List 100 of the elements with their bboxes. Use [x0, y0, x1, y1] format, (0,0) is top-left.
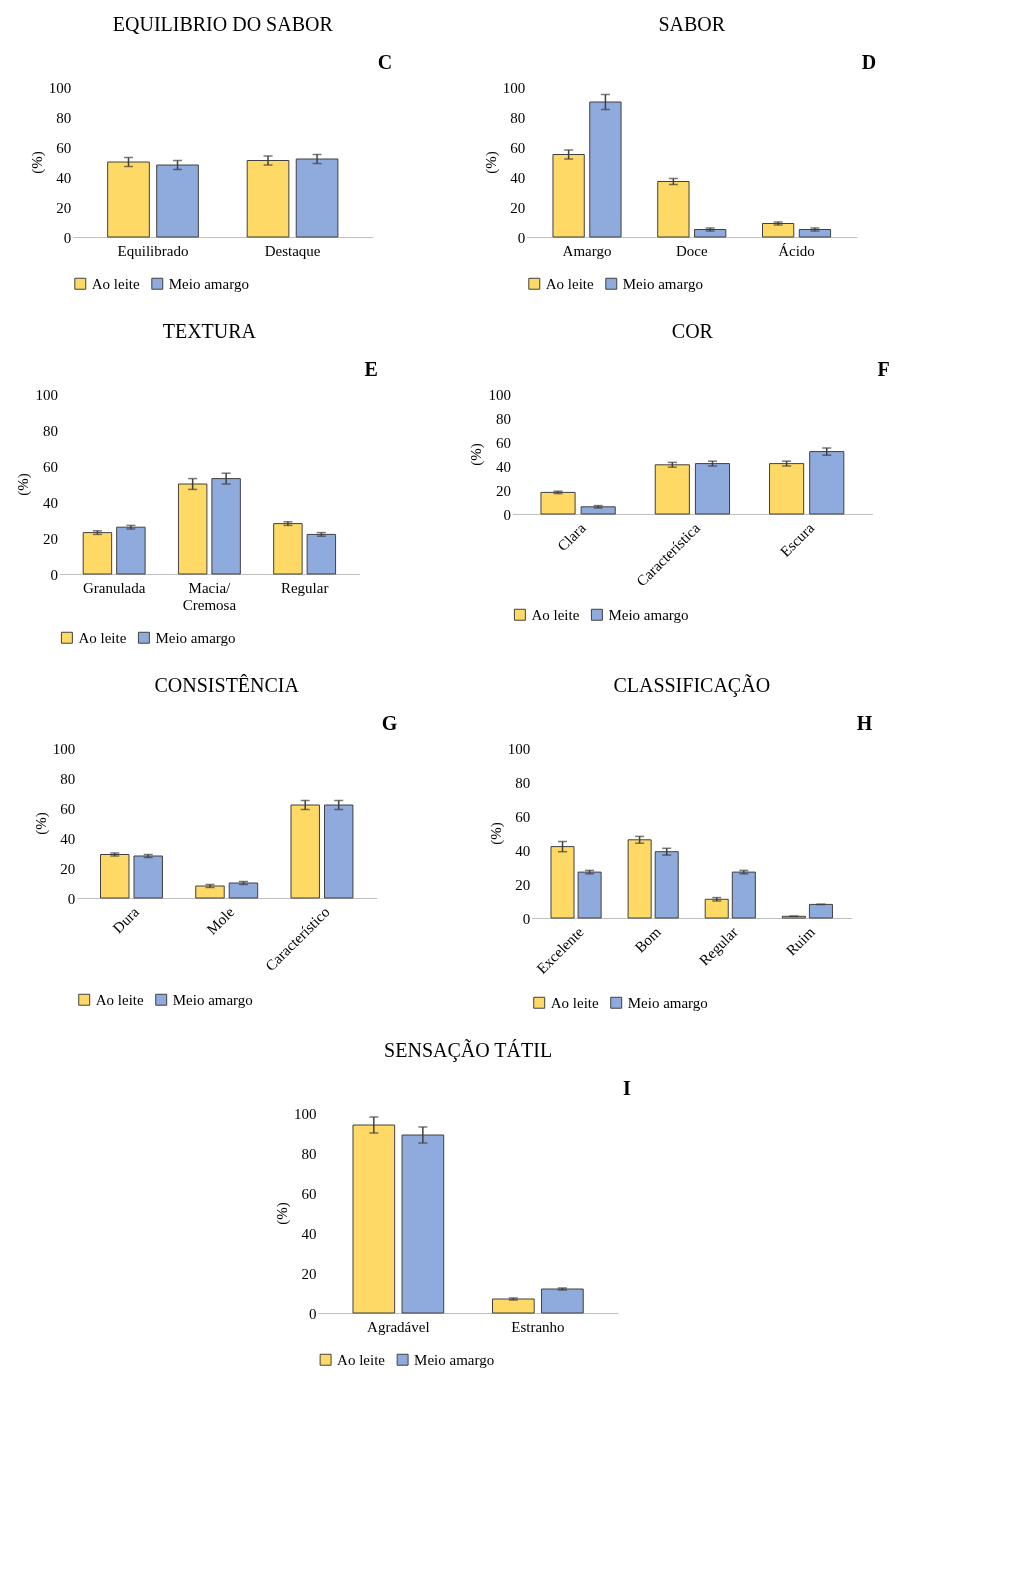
- bar: [580, 506, 616, 515]
- y-tick-label: 40: [60, 830, 76, 847]
- chart-title: CONSISTÊNCIA: [154, 674, 300, 696]
- y-tick-label: 80: [510, 109, 526, 126]
- y-axis-title: (%): [468, 443, 486, 466]
- text: G: [381, 712, 398, 734]
- y-tick-label: 0: [50, 566, 58, 583]
- x-tick-label: Granulada: [82, 579, 146, 596]
- y-tick-label: 100: [488, 386, 511, 403]
- y-tick-label: 20: [510, 199, 526, 216]
- y-tick-label: 20: [495, 482, 511, 499]
- x-tick-label: Agradável: [367, 1318, 430, 1335]
- bar: [654, 851, 679, 919]
- y-tick-label: 20: [56, 199, 72, 216]
- chart-title: CLASSIFICAÇÃO: [613, 673, 771, 697]
- bar: [82, 532, 113, 575]
- bar: [540, 491, 576, 515]
- bar: [694, 229, 727, 238]
- y-tick-label: 80: [495, 410, 511, 427]
- chart-title: COR: [671, 320, 714, 342]
- bar: [808, 903, 833, 919]
- y-tick-label: 60: [60, 800, 76, 817]
- y-axis-title: (%): [274, 1202, 292, 1225]
- y-tick-label: 0: [503, 506, 511, 523]
- y-tick-label: 60: [56, 139, 72, 156]
- bar: [116, 526, 146, 575]
- y-tick-label: 0: [517, 229, 526, 246]
- bar: [100, 854, 130, 899]
- bar: [731, 871, 756, 919]
- y-tick-label: 60: [301, 1185, 317, 1202]
- bar: [323, 804, 354, 899]
- y-tick-label: 40: [56, 169, 72, 186]
- text: C: [377, 51, 393, 73]
- legend-label: Meio amargo: [627, 994, 708, 1011]
- text: H: [856, 712, 873, 734]
- legend-label: Ao leite: [545, 275, 595, 292]
- y-axis-title: (%): [15, 473, 33, 496]
- bar: [290, 804, 320, 899]
- y-tick-label: 60: [515, 808, 531, 825]
- legend-label: Ao leite: [337, 1351, 386, 1368]
- bar: [195, 885, 225, 899]
- y-tick-label: 20: [515, 876, 531, 893]
- bar: [654, 464, 690, 515]
- y-tick-label: 100: [35, 386, 58, 403]
- bar: [577, 871, 602, 919]
- y-tick-label: 20: [301, 1265, 317, 1282]
- legend-label: Ao leite: [550, 994, 599, 1011]
- x-tick-label: Clara: [554, 519, 589, 555]
- x-tick-label: Estranho: [511, 1318, 565, 1335]
- y-tick-label: 40: [301, 1225, 317, 1242]
- x-tick-label: Regular: [280, 579, 329, 596]
- bar: [694, 463, 731, 515]
- y-axis-title: (%): [32, 812, 50, 835]
- chart-title: SENSAÇÃO TÁTIL: [384, 1038, 553, 1062]
- y-tick-label: 40: [510, 169, 526, 186]
- y-tick-label: 100: [507, 740, 531, 757]
- y-tick-label: 20: [60, 860, 76, 877]
- legend-label: Ao leite: [78, 629, 127, 646]
- y-tick-label: 80: [515, 774, 531, 791]
- legend-label: Ao leite: [95, 991, 144, 1008]
- y-axis-title: (%): [482, 151, 500, 174]
- y-tick-label: 100: [502, 79, 526, 96]
- y-tick-label: 0: [522, 910, 531, 927]
- x-tick-label: Macia/ Cremosa: [182, 579, 237, 613]
- chart-title: SABOR: [658, 13, 726, 35]
- text: I: [623, 1077, 632, 1099]
- y-tick-label: 60: [42, 458, 58, 475]
- bar: [492, 1298, 535, 1314]
- legend-label: Ao leite: [531, 606, 580, 623]
- y-tick-label: 80: [56, 109, 72, 126]
- y-tick-label: 60: [495, 434, 511, 451]
- y-tick-label: 40: [42, 494, 58, 511]
- x-tick-label: Doce: [675, 242, 708, 259]
- bar: [306, 533, 337, 575]
- y-tick-label: 100: [294, 1105, 317, 1122]
- legend-label: Meio amargo: [622, 275, 703, 292]
- y-axis-title: (%): [28, 151, 46, 174]
- legend-label: Meio amargo: [168, 275, 249, 292]
- bar: [541, 1288, 584, 1314]
- text: D: [861, 51, 877, 73]
- y-tick-label: 40: [515, 842, 531, 859]
- bar: [228, 882, 259, 899]
- bar: [761, 223, 795, 238]
- y-tick-label: 20: [42, 530, 58, 547]
- text: F: [877, 358, 890, 380]
- y-tick-label: 60: [510, 139, 526, 156]
- y-tick-label: 100: [52, 740, 76, 757]
- y-tick-label: 80: [60, 770, 76, 787]
- y-tick-label: 40: [495, 458, 511, 475]
- y-tick-label: 80: [301, 1145, 317, 1162]
- bar: [550, 846, 575, 919]
- bar: [704, 898, 729, 919]
- bar: [798, 229, 832, 238]
- text: E: [364, 358, 378, 380]
- bar: [133, 855, 163, 899]
- legend-label: Meio amargo: [155, 629, 236, 646]
- bar: [769, 463, 805, 515]
- y-tick-label: 80: [42, 422, 58, 439]
- legend-label: Meio amargo: [414, 1351, 495, 1368]
- y-tick-label: 0: [63, 229, 72, 246]
